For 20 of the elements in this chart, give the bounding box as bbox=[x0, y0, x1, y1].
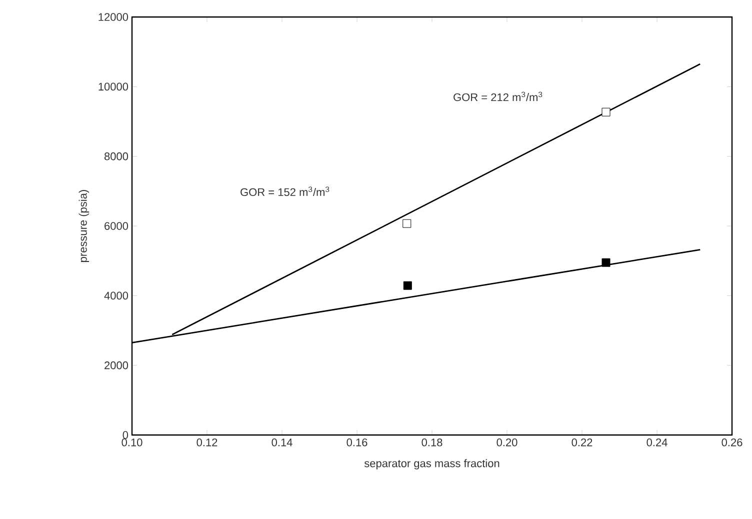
y-tick-label: 12000 bbox=[98, 13, 128, 21]
x-tick-label: 0.10 bbox=[122, 438, 142, 446]
annotation: GOR = 212 m$^{3}$/m$^{3}$ bbox=[454, 92, 542, 102]
x-tick-label: 0.12 bbox=[196, 438, 218, 446]
x-tick-label: 0.14 bbox=[272, 438, 292, 446]
x-axis-title: separator gas mass fraction bbox=[364, 459, 500, 470]
y-tick-label: 6000 bbox=[104, 222, 128, 230]
x-tick-label: 0.24 bbox=[646, 438, 668, 446]
y-tick-label: 8000 bbox=[104, 152, 128, 160]
y-tick-label: 2000 bbox=[104, 361, 128, 370]
y-axis-title: pressure (psia) bbox=[78, 190, 90, 262]
x-tick-label: 0.18 bbox=[422, 438, 442, 446]
y-tick-label: 10000 bbox=[98, 82, 128, 91]
x-tick-label: 0.26 bbox=[722, 438, 742, 446]
x-tick-label: 0.22 bbox=[572, 438, 592, 446]
annotation: GOR = 152 m$^{3}$/m$^{3}$ bbox=[240, 186, 330, 196]
x-tick-label: 0.16 bbox=[346, 438, 368, 446]
y-tick-label: 0 bbox=[122, 431, 128, 439]
x-tick-label: 0.20 bbox=[496, 438, 518, 446]
y-tick-label: 4000 bbox=[104, 292, 128, 300]
